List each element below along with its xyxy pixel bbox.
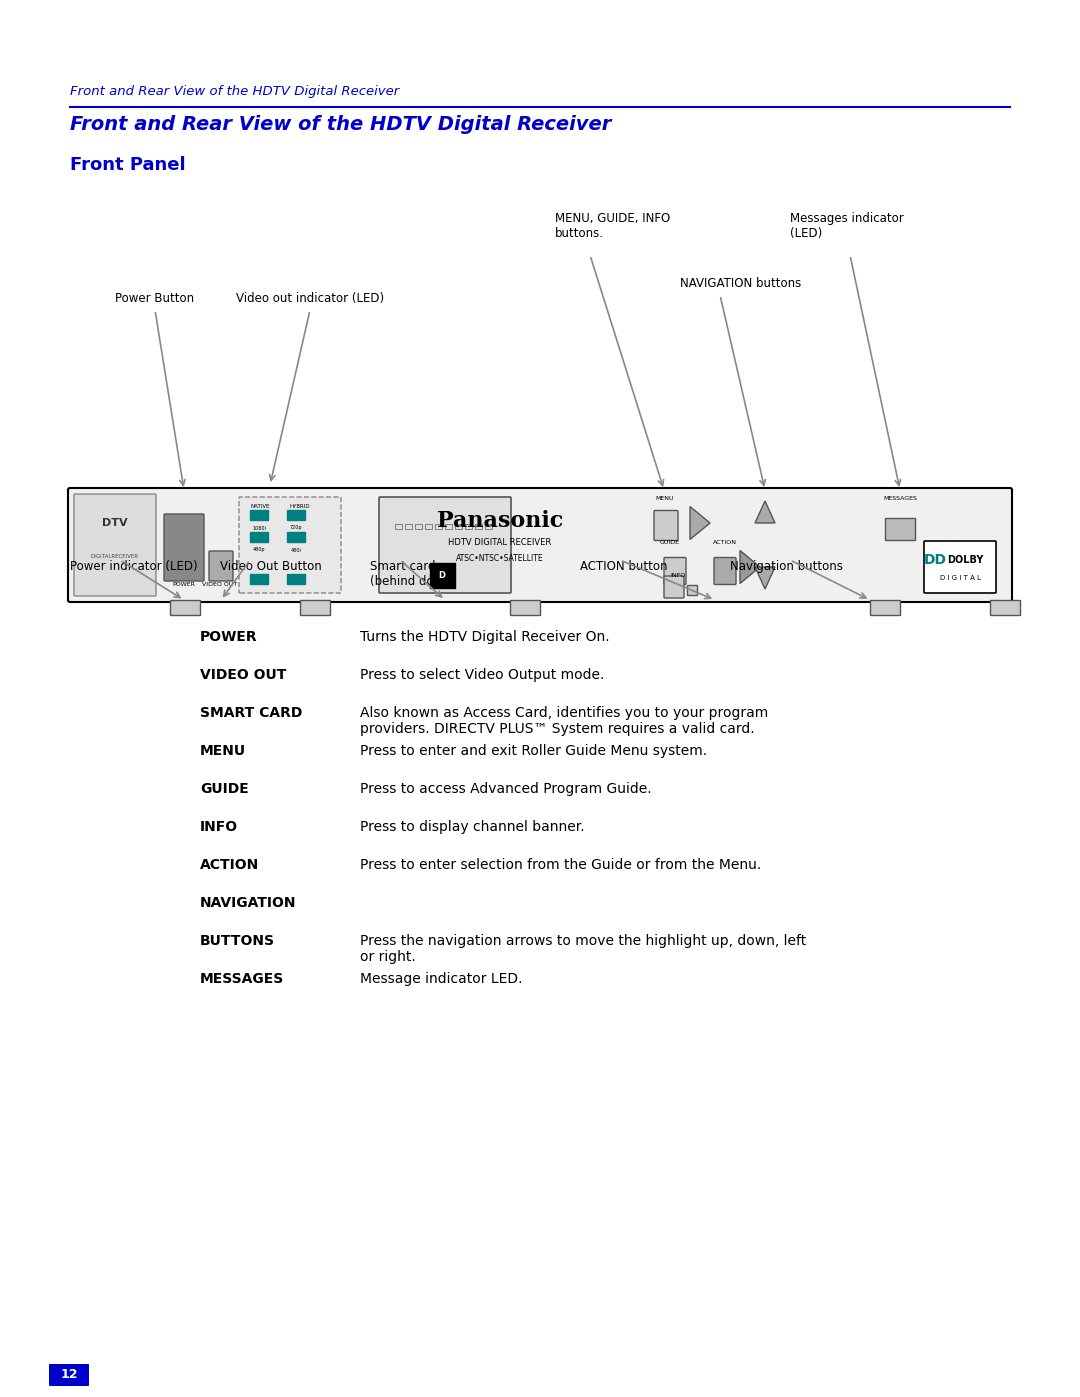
Bar <box>990 599 1020 615</box>
Bar <box>435 524 442 528</box>
Text: Navigation buttons: Navigation buttons <box>730 560 842 573</box>
Text: 12: 12 <box>60 1369 78 1382</box>
Text: Front Panel: Front Panel <box>70 156 186 175</box>
Text: Message indicator LED.: Message indicator LED. <box>360 972 523 986</box>
Text: ATSC•NTSC•SATELLITE: ATSC•NTSC•SATELLITE <box>456 553 544 563</box>
Text: MENU: MENU <box>200 745 246 759</box>
Text: ACTION: ACTION <box>713 541 737 545</box>
Text: NAVIGATION: NAVIGATION <box>200 895 297 909</box>
Text: Panasonic: Panasonic <box>437 510 563 532</box>
Bar <box>395 524 402 528</box>
Bar <box>687 585 697 595</box>
Text: Smart card
(behind door): Smart card (behind door) <box>370 560 450 588</box>
Bar <box>287 574 305 584</box>
Text: INFO: INFO <box>200 820 238 834</box>
Text: Press to enter selection from the Guide or from the Menu.: Press to enter selection from the Guide … <box>360 858 761 872</box>
Text: 480p: 480p <box>253 548 266 552</box>
Text: ACTION: ACTION <box>200 858 259 872</box>
Bar <box>249 510 268 520</box>
Bar <box>445 524 453 528</box>
Text: INFO: INFO <box>670 573 685 578</box>
Text: Also known as Access Card, identifies you to your program
providers. DIRECTV PLU: Also known as Access Card, identifies yo… <box>360 705 768 736</box>
Bar <box>249 532 268 542</box>
Text: Video out indicator (LED): Video out indicator (LED) <box>235 292 384 305</box>
FancyBboxPatch shape <box>924 541 996 592</box>
Text: ACTION button: ACTION button <box>580 560 667 573</box>
Text: 480i: 480i <box>291 548 301 552</box>
Bar <box>287 510 305 520</box>
Bar <box>485 524 492 528</box>
Text: GUIDE: GUIDE <box>660 541 680 545</box>
Text: Front and Rear View of the HDTV Digital Receiver: Front and Rear View of the HDTV Digital … <box>70 85 400 98</box>
FancyBboxPatch shape <box>664 576 684 598</box>
Bar <box>510 599 540 615</box>
Text: VIDEO OUT: VIDEO OUT <box>202 583 238 588</box>
Text: POWER: POWER <box>200 630 258 644</box>
Bar <box>170 599 200 615</box>
Text: Video Out Button: Video Out Button <box>220 560 322 573</box>
Polygon shape <box>755 502 775 522</box>
Text: Press to access Advanced Program Guide.: Press to access Advanced Program Guide. <box>360 782 651 796</box>
Text: Press the navigation arrows to move the highlight up, down, left
or right.: Press the navigation arrows to move the … <box>360 935 807 964</box>
FancyBboxPatch shape <box>239 497 341 592</box>
Text: Front and Rear View of the HDTV Digital Receiver: Front and Rear View of the HDTV Digital … <box>70 115 611 134</box>
Text: Messages indicator
(LED): Messages indicator (LED) <box>789 212 904 240</box>
Text: MENU: MENU <box>656 496 674 500</box>
Bar <box>465 524 472 528</box>
Text: DIGITALRECEIVER: DIGITALRECEIVER <box>91 553 139 559</box>
Text: MESSAGES: MESSAGES <box>200 972 284 986</box>
FancyBboxPatch shape <box>164 514 204 581</box>
Text: MESSAGES: MESSAGES <box>883 496 917 500</box>
Text: 720p: 720p <box>289 525 302 531</box>
FancyBboxPatch shape <box>714 557 735 584</box>
Text: 1080i: 1080i <box>252 525 266 531</box>
Bar <box>249 574 268 584</box>
Text: NATIVE: NATIVE <box>251 503 270 509</box>
Text: SMART CARD: SMART CARD <box>200 705 302 719</box>
Text: VIDEO OUT: VIDEO OUT <box>200 668 286 682</box>
Bar <box>426 524 432 528</box>
Text: D: D <box>438 571 446 581</box>
FancyBboxPatch shape <box>210 550 233 581</box>
FancyBboxPatch shape <box>49 1363 89 1386</box>
Bar <box>455 524 462 528</box>
FancyBboxPatch shape <box>68 488 1012 602</box>
Bar <box>885 517 915 539</box>
Polygon shape <box>755 567 775 590</box>
Bar <box>287 532 305 542</box>
Text: HDTV DIGITAL RECEIVER: HDTV DIGITAL RECEIVER <box>448 538 552 548</box>
Text: Press to display channel banner.: Press to display channel banner. <box>360 820 584 834</box>
Polygon shape <box>740 550 760 584</box>
FancyBboxPatch shape <box>654 510 678 541</box>
Text: MENU, GUIDE, INFO
buttons.: MENU, GUIDE, INFO buttons. <box>555 212 671 240</box>
Bar <box>300 599 330 615</box>
Text: Power Button: Power Button <box>116 292 194 305</box>
Text: NAVIGATION buttons: NAVIGATION buttons <box>680 277 801 291</box>
Text: DOLBY: DOLBY <box>947 555 983 564</box>
Text: Power indicator (LED): Power indicator (LED) <box>70 560 198 573</box>
Text: GUIDE: GUIDE <box>200 782 248 796</box>
Bar <box>405 524 411 528</box>
Bar <box>475 524 482 528</box>
FancyBboxPatch shape <box>379 497 511 592</box>
Text: DD: DD <box>923 553 946 567</box>
Bar <box>430 563 455 588</box>
FancyBboxPatch shape <box>664 557 686 584</box>
Text: BUTTONS: BUTTONS <box>200 935 275 949</box>
FancyBboxPatch shape <box>75 495 156 597</box>
Bar <box>870 599 900 615</box>
Polygon shape <box>690 507 710 539</box>
Text: POWER: POWER <box>173 583 195 588</box>
Text: Turns the HDTV Digital Receiver On.: Turns the HDTV Digital Receiver On. <box>360 630 609 644</box>
Text: Press to enter and exit Roller Guide Menu system.: Press to enter and exit Roller Guide Men… <box>360 745 707 759</box>
Text: Press to select Video Output mode.: Press to select Video Output mode. <box>360 668 605 682</box>
Text: HYBRID: HYBRID <box>289 503 310 509</box>
Bar <box>415 524 422 528</box>
Text: D I G I T A L: D I G I T A L <box>940 576 981 581</box>
Text: DTV: DTV <box>103 518 127 528</box>
